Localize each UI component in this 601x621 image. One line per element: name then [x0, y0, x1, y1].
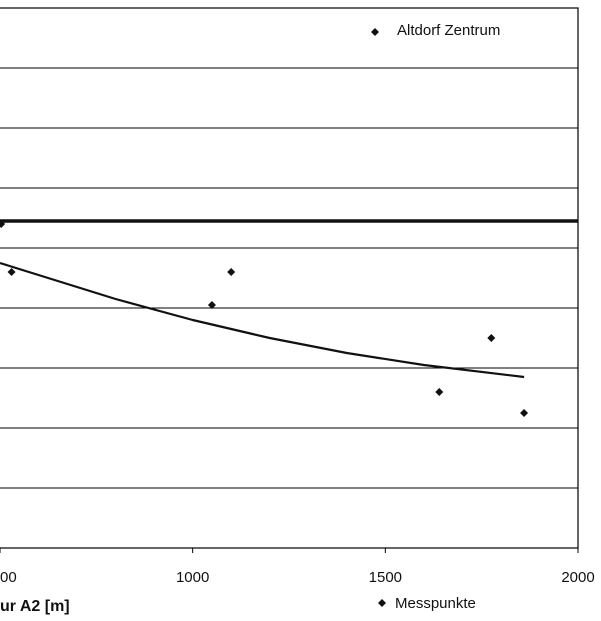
data-point-4: [435, 388, 444, 396]
data-point-1: [7, 268, 16, 276]
annotation-marker: [371, 28, 379, 36]
x-tick-label-0: 00: [0, 569, 17, 586]
x-tick-label-3: 2000: [561, 569, 594, 586]
x-tick-label-1: 1000: [176, 569, 209, 586]
x-axis-label: ur A2 [m]: [0, 598, 70, 615]
annotation-label: Altdorf Zentrum: [397, 22, 500, 39]
legend-marker: [378, 599, 386, 607]
data-point-6: [520, 409, 529, 417]
data-point-5: [487, 334, 496, 342]
data-point-3: [227, 268, 236, 276]
x-tick-label-2: 1500: [369, 569, 402, 586]
data-point-2: [207, 301, 216, 309]
trend-curve: [0, 261, 525, 379]
data-point-0: [0, 220, 6, 228]
legend-label: Messpunkte: [395, 595, 476, 612]
plot-frame: [0, 7, 579, 549]
